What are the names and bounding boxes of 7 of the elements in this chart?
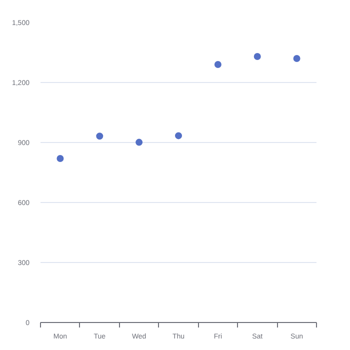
point: [293, 55, 300, 62]
point: [136, 138, 143, 146]
point: [56, 155, 64, 162]
point: [254, 53, 261, 60]
point: [175, 132, 182, 140]
point: [214, 61, 222, 68]
point: [96, 132, 104, 140]
